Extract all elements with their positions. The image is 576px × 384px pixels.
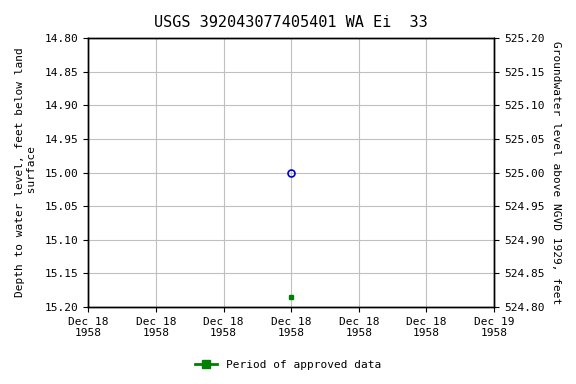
Y-axis label: Groundwater level above NGVD 1929, feet: Groundwater level above NGVD 1929, feet [551,41,561,304]
Legend: Period of approved data: Period of approved data [191,356,385,375]
Y-axis label: Depth to water level, feet below land
 surface: Depth to water level, feet below land su… [15,48,37,298]
Title: USGS 392043077405401 WA Ei  33: USGS 392043077405401 WA Ei 33 [154,15,428,30]
